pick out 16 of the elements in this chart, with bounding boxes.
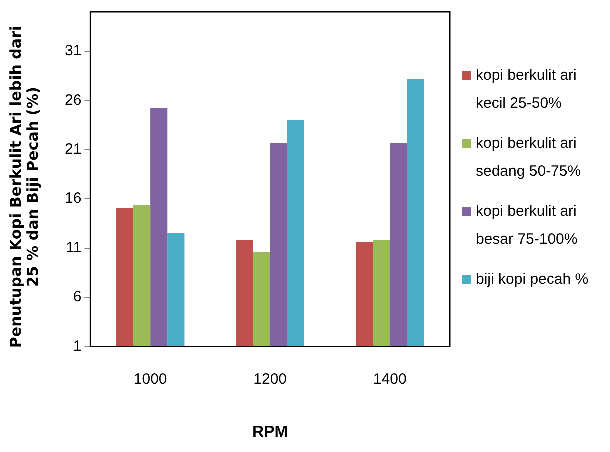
x-tick-label: 1000 — [134, 370, 168, 388]
legend-label: kopi berkulit ari besar 75-100% — [476, 202, 579, 250]
y-tick-label: 6 — [73, 288, 82, 306]
y-tick-label: 11 — [66, 239, 82, 256]
legend-label: kopi berkulit ari kecil 25-50% — [476, 66, 578, 114]
legend-label: kopi berkulit ari sedang 50-75% — [476, 134, 582, 182]
y-tick-label: 26 — [64, 92, 82, 109]
y-tick-label: 1 — [73, 338, 82, 355]
x-tick-label: 1400 — [373, 370, 407, 388]
legend-label: biji kopi pecah % — [476, 270, 589, 290]
y-axis-title: Penutupan Kopi Berkulit Ari lebih dari 25 % dan Biji Pecah (%) — [7, 24, 42, 350]
y-tick-label: 21 — [64, 141, 82, 158]
x-axis-title: RPM — [252, 424, 288, 441]
x-tick-label: 1200 — [254, 370, 288, 388]
y-tick-label: 16 — [64, 190, 82, 208]
y-tick-label: 31 — [64, 42, 82, 60]
